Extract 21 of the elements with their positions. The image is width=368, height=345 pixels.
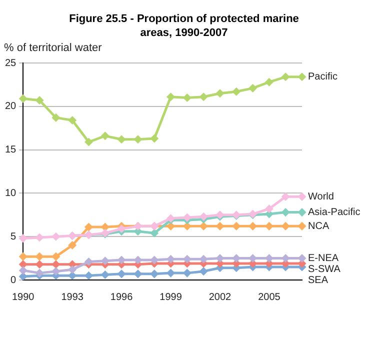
series-label: SEA <box>308 275 328 286</box>
series-label: NCA <box>308 220 330 232</box>
y-tick-label: 5 <box>10 231 17 242</box>
x-tick-label: 2005 <box>258 292 281 303</box>
series-label: E-NEA <box>308 253 339 264</box>
series-label: World <box>308 191 334 202</box>
y-tick-label: 15 <box>5 144 17 156</box>
x-tick-label: 1993 <box>61 292 84 303</box>
chart-title: Figure 25.5 - Proportion of protected marine areas, 1990-2007 <box>68 12 300 40</box>
x-tick-label: 1999 <box>160 292 182 303</box>
y-tick-label: 10 <box>5 188 17 199</box>
y-tick-label: 0 <box>10 274 17 286</box>
x-tick-label: 1990 <box>12 292 35 303</box>
series-label: Pacific <box>308 72 338 83</box>
y-axis-title: % of territorial water <box>4 42 103 54</box>
series-label: Asia-Pacific <box>308 207 360 218</box>
y-tick-label: 25 <box>5 58 17 69</box>
series-label: S-SWA <box>308 264 341 276</box>
x-tick-label: 2002 <box>208 292 232 303</box>
x-tick-label: 1996 <box>110 292 134 303</box>
y-tick-label: 20 <box>5 101 17 112</box>
